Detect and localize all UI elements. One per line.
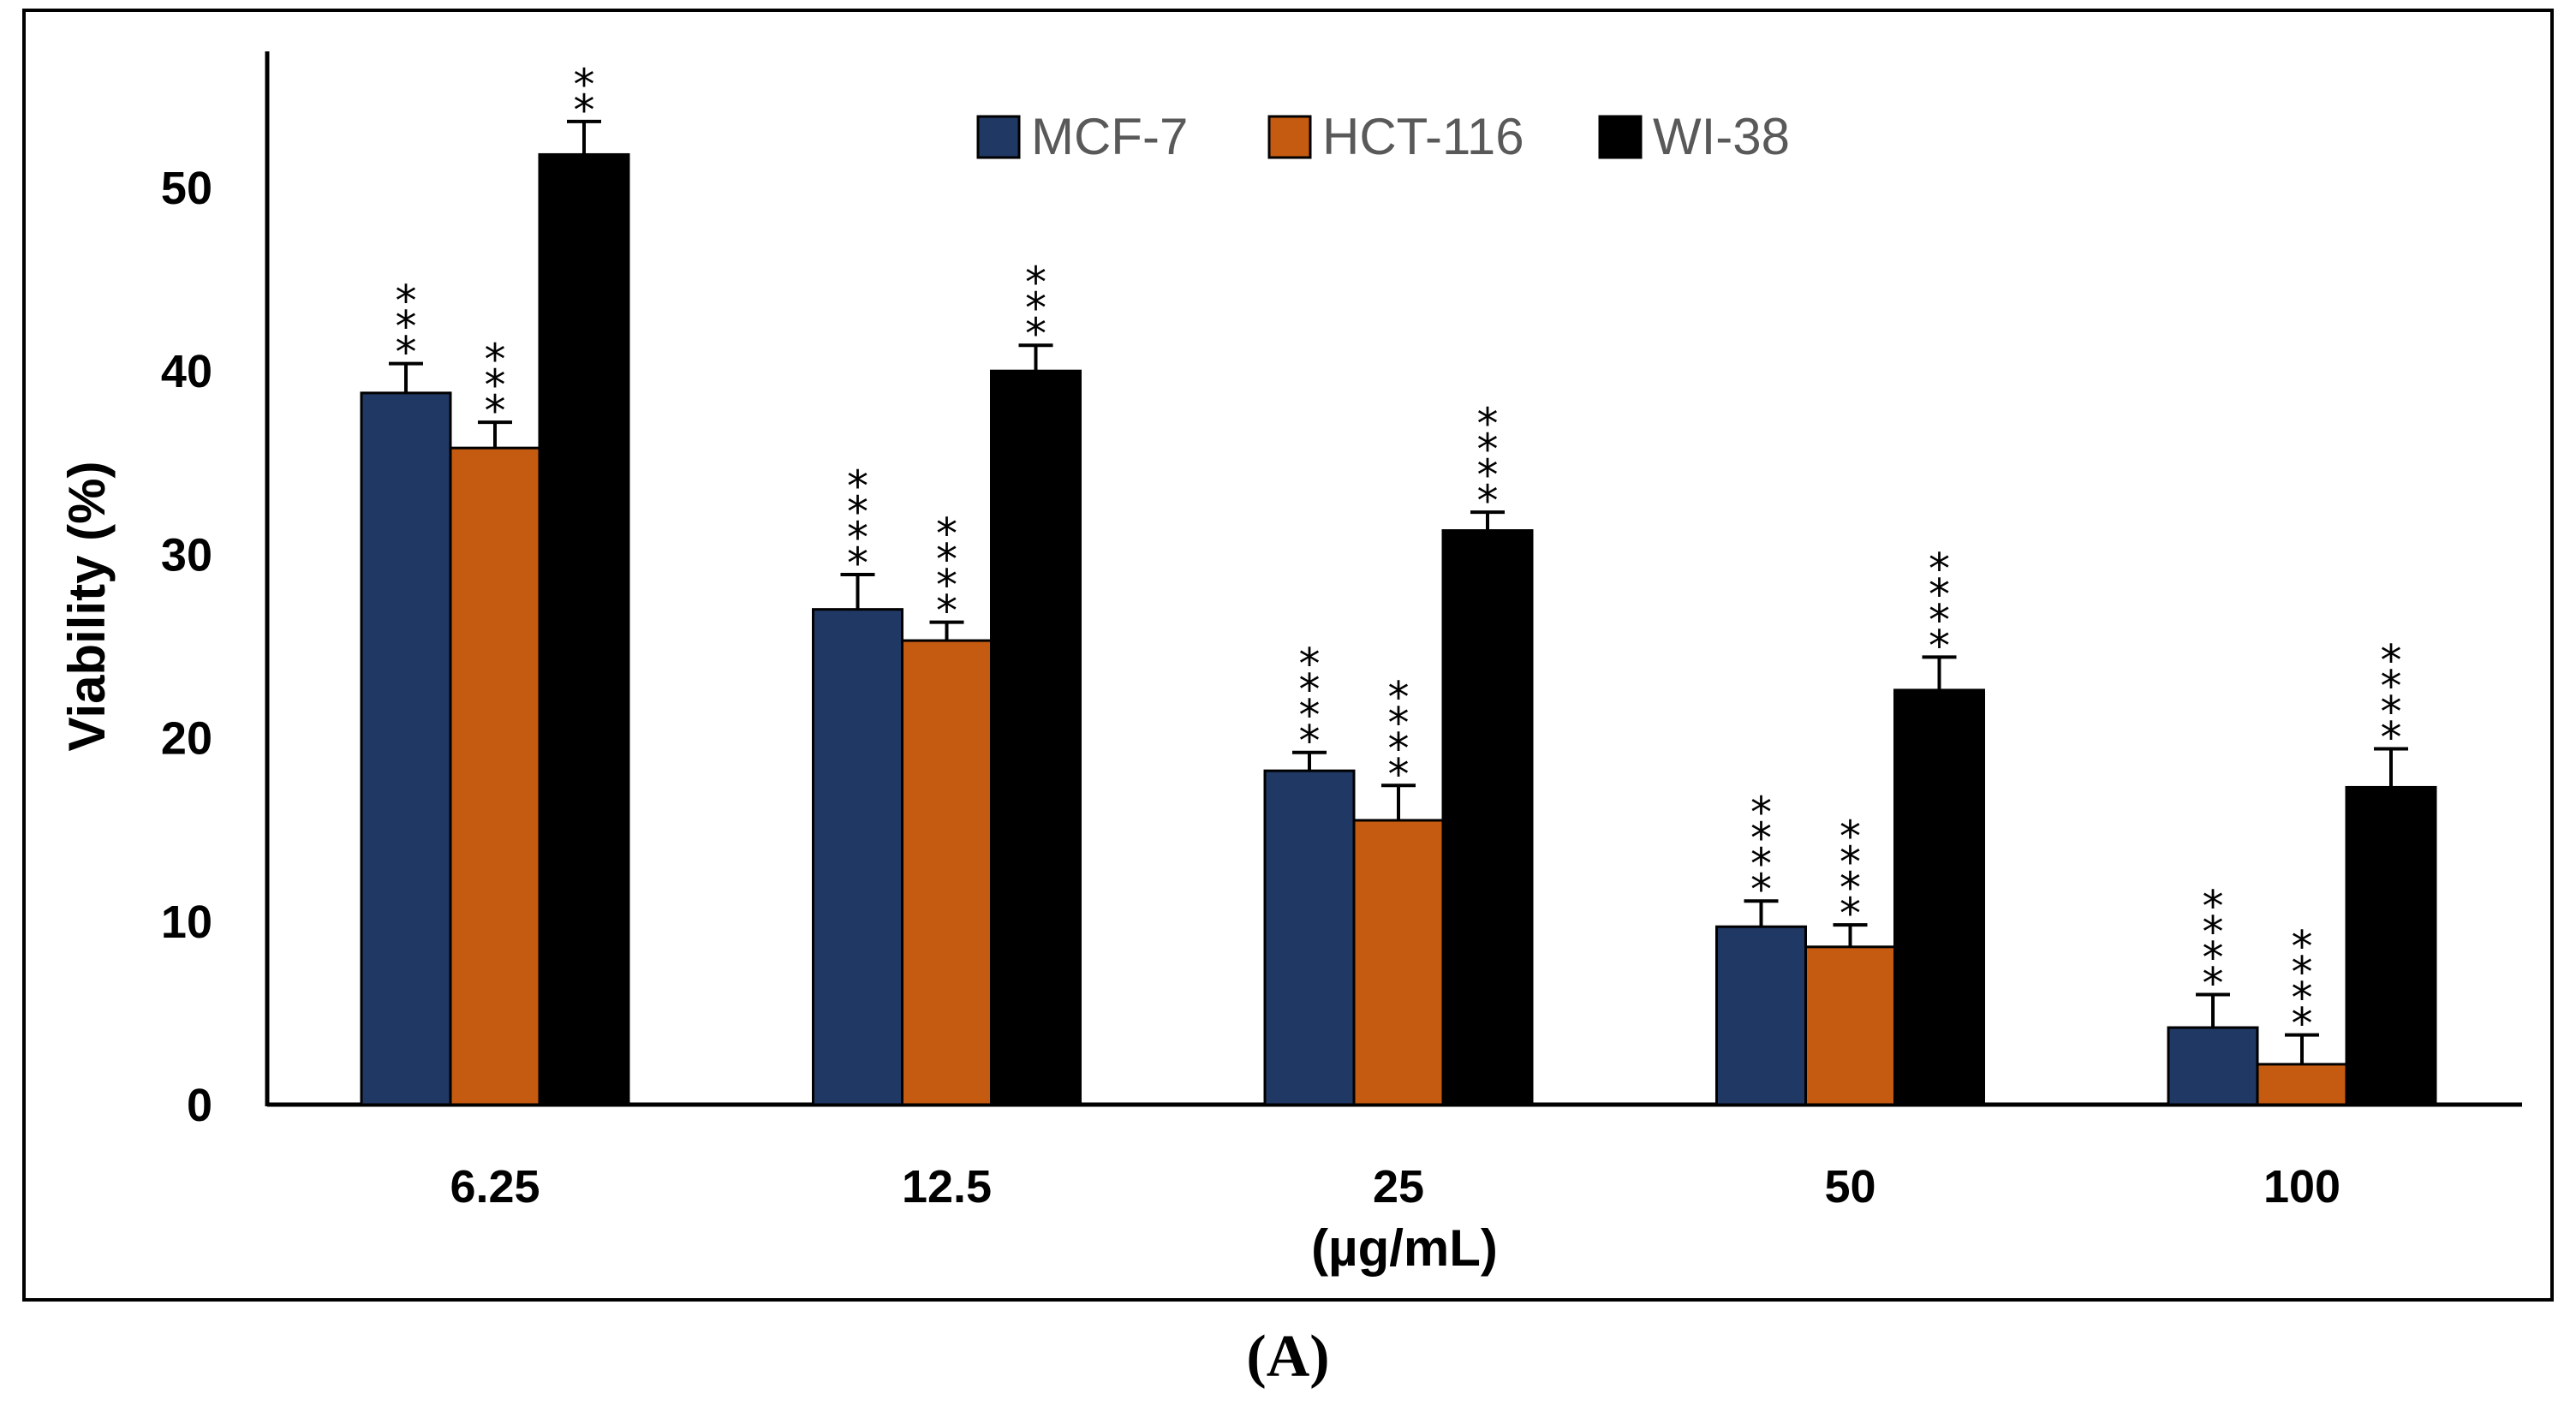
significance-star: * [396, 302, 417, 352]
significance-star: * [1929, 595, 1950, 645]
significance-star: * [1477, 476, 1499, 526]
y-tick-label: 10 [161, 897, 212, 948]
significance-star: * [1477, 425, 1499, 474]
significance-star: * [396, 328, 417, 378]
y-tick-label: 40 [161, 346, 212, 397]
x-tick-label: 25 [1373, 1161, 1424, 1212]
significance-star: * [1840, 863, 1861, 913]
bar-hct-116 [2256, 1063, 2348, 1106]
significance-star: * [2292, 948, 2313, 998]
bar-wi-38 [538, 152, 630, 1106]
significance-star: * [2381, 661, 2402, 711]
legend-label-mcf-7: MCF-7 [1031, 108, 1188, 165]
significance-star: * [1840, 812, 1861, 861]
significance-star: * [2381, 712, 2402, 762]
x-tick-label: 12.5 [902, 1161, 992, 1212]
bar-hct-116 [1352, 819, 1445, 1106]
significance-star: * [1299, 665, 1321, 715]
significance-star: * [1840, 889, 1861, 938]
significance-star: * [1750, 865, 1772, 915]
significance-star: * [1388, 749, 1410, 799]
significance-star: * [847, 462, 868, 511]
legend-swatch-hct-116 [1267, 115, 1312, 159]
significance-star: * [936, 509, 957, 559]
bar-wi-38 [990, 369, 1082, 1106]
significance-star: * [1025, 283, 1046, 333]
significance-star: * [2381, 635, 2402, 685]
significance-star: * [1750, 813, 1772, 863]
significance-star: * [1388, 724, 1410, 773]
significance-star: * [396, 277, 417, 326]
significance-star: * [847, 539, 868, 588]
legend-swatch-mcf-7 [976, 115, 1021, 159]
significance-star: * [936, 561, 957, 611]
significance-star: * [1299, 691, 1321, 741]
y-tick-label: 0 [187, 1080, 212, 1131]
significance-star: * [1477, 450, 1499, 500]
y-tick-label: 20 [161, 713, 212, 765]
significance-star: * [1750, 839, 1772, 889]
legend-swatch-wi-38 [1598, 115, 1643, 159]
x-tick-label: 50 [1824, 1161, 1875, 1212]
significance-star: * [847, 487, 868, 537]
legend-label-wi-38: WI-38 [1653, 108, 1790, 165]
significance-star: * [2203, 907, 2224, 956]
bar-hct-116 [449, 446, 541, 1106]
x-tick-label: 6.25 [450, 1161, 540, 1212]
significance-star: * [1477, 399, 1499, 449]
y-tick-label: 30 [161, 529, 212, 581]
significance-star: * [1929, 569, 1950, 619]
x-axis-title: (µg/mL) [1311, 1219, 1498, 1277]
bar-hct-116 [901, 639, 993, 1106]
significance-star: * [1025, 258, 1046, 307]
panel-label-text: (A) [1246, 1324, 1330, 1390]
significance-star: * [1388, 672, 1410, 722]
significance-star: * [2381, 687, 2402, 736]
significance-star: * [936, 587, 957, 636]
significance-star: * [2203, 932, 2224, 982]
bar-mcf-7 [2167, 1026, 2259, 1106]
significance-star: * [2203, 881, 2224, 931]
significance-star: * [1750, 788, 1772, 837]
bar-wi-38 [1893, 688, 1985, 1106]
y-axis-title: Viability (%) [58, 462, 116, 752]
significance-star: * [1299, 717, 1321, 766]
bar-wi-38 [2345, 785, 2437, 1106]
significance-star: * [936, 535, 957, 585]
y-tick-label: 50 [161, 163, 212, 214]
bar-mcf-7 [360, 391, 452, 1106]
significance-star: * [2203, 958, 2224, 1008]
legend-label-hct-116: HCT-116 [1322, 108, 1524, 165]
bar-wi-38 [1441, 529, 1534, 1106]
significance-star: * [1929, 544, 1950, 593]
bar-mcf-7 [812, 608, 903, 1106]
significance-star: * [847, 513, 868, 563]
x-tick-label: 100 [2263, 1161, 2340, 1212]
significance-star: * [2292, 922, 2313, 972]
significance-star: * [1388, 698, 1410, 748]
significance-star: * [1299, 640, 1321, 689]
significance-star: * [2292, 999, 2313, 1049]
significance-star: * [1840, 837, 1861, 887]
significance-star: * [485, 335, 506, 384]
significance-star: * [574, 60, 595, 110]
panel-label: (A) [0, 1323, 2576, 1391]
bar-hct-116 [1804, 945, 1896, 1106]
significance-star: * [2292, 974, 2313, 1023]
significance-star: * [485, 360, 506, 410]
significance-star: * [1929, 621, 1950, 670]
bar-mcf-7 [1263, 769, 1356, 1106]
significance-star: * [574, 86, 595, 135]
significance-star: * [1025, 309, 1046, 359]
significance-star: * [485, 386, 506, 436]
bar-mcf-7 [1715, 925, 1807, 1106]
